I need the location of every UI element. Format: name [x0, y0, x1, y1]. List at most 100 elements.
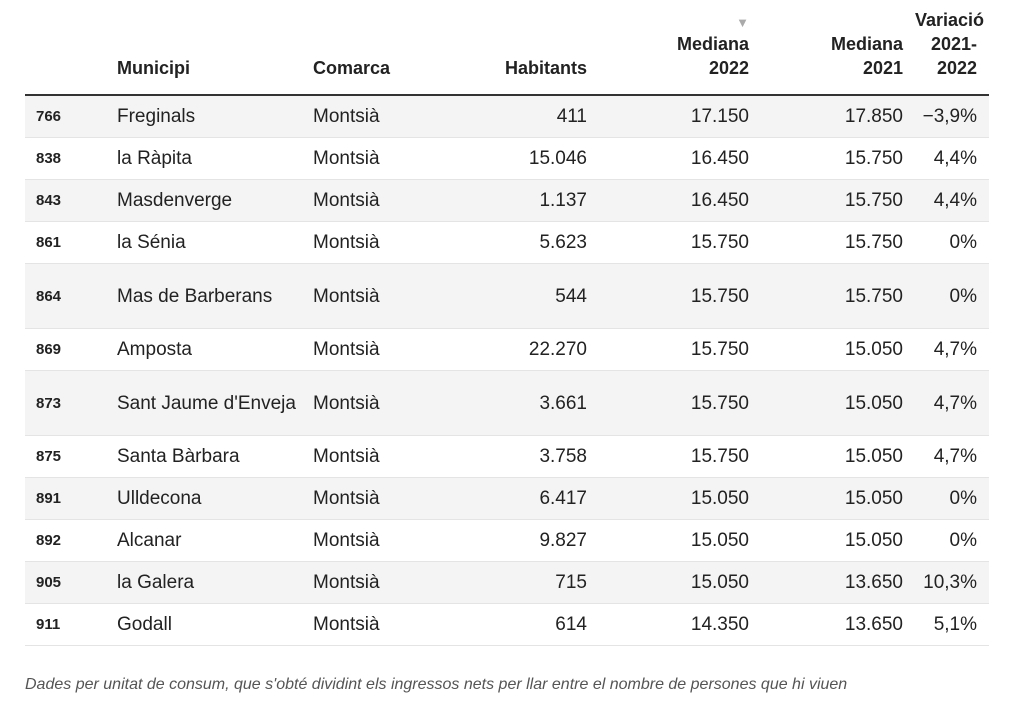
- table-row: 875 Santa Bàrbara Montsià 3.758 15.750 15.050…: [25, 435, 989, 478]
- cell-comarca: Montsià: [313, 190, 380, 211]
- header-mediana-2021[interactable]: Mediana 2021: [761, 0, 915, 95]
- cell-habitants: 15.046: [528, 148, 587, 169]
- cell-variacio: 10,3%: [923, 572, 977, 593]
- cell-municipi: Sant Jaume d'Enveja: [117, 392, 296, 414]
- cell-rank: 911: [36, 616, 61, 633]
- table-row: 873 Sant Jaume d'Enveja Montsià 3.661 15.750…: [25, 370, 989, 436]
- cell-comarca: Montsià: [313, 392, 380, 414]
- cell-municipi: Alcanar: [117, 530, 182, 551]
- cell-mediana-2022: 15.750: [690, 339, 749, 360]
- cell-habitants: 5.623: [539, 232, 587, 253]
- cell-habitants: 9.827: [539, 530, 587, 551]
- table-row: 843 Masdenverge Montsià 1.137 16.450 15.750 4,…: [25, 179, 989, 222]
- cell-comarca: Montsià: [313, 530, 380, 551]
- header-row: Municipi Comarca Habitants ▼ Mediana 202…: [25, 0, 989, 95]
- cell-mediana-2021: 13.650: [844, 572, 903, 593]
- cell-mediana-2022: 15.750: [690, 392, 749, 414]
- cell-rank: 869: [36, 341, 62, 358]
- cell-municipi: Santa Bàrbara: [117, 446, 240, 467]
- cell-mediana-2021: 15.050: [844, 488, 903, 509]
- cell-rank: 891: [36, 490, 62, 507]
- header-habitants[interactable]: Habitants: [504, 58, 587, 78]
- cell-mediana-2022: 15.750: [690, 232, 749, 253]
- cell-municipi: Masdenverge: [117, 190, 233, 211]
- cell-municipi: Mas de Barberans: [117, 285, 273, 307]
- cell-mediana-2022: 15.750: [690, 285, 749, 307]
- cell-mediana-2022: 15.050: [690, 572, 749, 593]
- header-variacio-line2: 2021-: [930, 34, 977, 54]
- table-body: 766 Freginals Montsià 411 17.150 17.850 −3,9% 8…: [25, 95, 989, 646]
- cell-mediana-2021: 15.050: [844, 530, 903, 551]
- cell-mediana-2022: 17.150: [690, 106, 749, 127]
- cell-municipi: Freginals: [117, 106, 196, 127]
- cell-rank: 766: [36, 108, 62, 125]
- cell-rank: 843: [36, 192, 62, 209]
- income-table: Municipi Comarca Habitants ▼ Mediana 202…: [25, 0, 989, 646]
- cell-variacio: 0%: [949, 232, 977, 253]
- cell-habitants: 6.417: [539, 488, 587, 509]
- cell-comarca: Montsià: [313, 339, 380, 360]
- cell-variacio: 4,7%: [933, 339, 977, 360]
- cell-habitants: 614: [555, 614, 587, 635]
- header-variacio-line3: 2022: [936, 58, 977, 78]
- cell-habitants: 22.270: [528, 339, 587, 360]
- header-municipi[interactable]: Municipi: [117, 58, 190, 78]
- cell-municipi: la Sénia: [117, 232, 186, 253]
- cell-municipi: Ulldecona: [117, 488, 202, 509]
- cell-habitants: 1.137: [539, 190, 587, 211]
- cell-mediana-2022: 15.750: [690, 446, 749, 467]
- cell-variacio: 0%: [949, 285, 977, 307]
- table-row: 891 Ulldecona Montsià 6.417 15.050 15.050 0%: [25, 477, 989, 520]
- cell-municipi: la Galera: [117, 572, 195, 593]
- cell-comarca: Montsià: [313, 148, 380, 169]
- table-row: 861 la Sénia Montsià 5.623 15.750 15.750 0%: [25, 221, 989, 264]
- cell-mediana-2021: 15.750: [844, 148, 903, 169]
- table-row: 766 Freginals Montsià 411 17.150 17.850 −3,9%: [25, 95, 989, 138]
- cell-mediana-2022: 15.050: [690, 488, 749, 509]
- cell-mediana-2022: 14.350: [690, 614, 749, 635]
- cell-rank: 838: [36, 150, 62, 167]
- cell-variacio: 4,4%: [933, 190, 977, 211]
- cell-habitants: 715: [555, 572, 587, 593]
- cell-mediana-2021: 15.750: [844, 190, 903, 211]
- cell-municipi: Godall: [117, 614, 172, 635]
- cell-variacio: −3,9%: [922, 106, 977, 127]
- cell-mediana-2021: 15.050: [844, 339, 903, 360]
- footnote: Dades per unitat de consum, que s'obté d…: [25, 676, 848, 693]
- header-mediana-2022[interactable]: ▼ Mediana 2022: [599, 0, 761, 95]
- table-row: 911 Godall Montsià 614 14.350 13.650 5,1%: [25, 603, 989, 646]
- cell-mediana-2022: 15.050: [690, 530, 749, 551]
- header-variacio[interactable]: Variació 2021- 2022: [915, 0, 989, 95]
- table-row: 892 Alcanar Montsià 9.827 15.050 15.050 0%: [25, 519, 989, 562]
- header-comarca[interactable]: Comarca: [313, 58, 391, 78]
- cell-mediana-2021: 13.650: [844, 614, 903, 635]
- cell-mediana-2022: 16.450: [690, 190, 749, 211]
- cell-comarca: Montsià: [313, 614, 380, 635]
- cell-municipi: la Ràpita: [117, 148, 192, 169]
- header-rank: [25, 0, 117, 95]
- cell-rank: 905: [36, 574, 62, 591]
- cell-rank: 864: [36, 287, 62, 305]
- cell-habitants: 3.661: [539, 392, 587, 414]
- table-header: Municipi Comarca Habitants ▼ Mediana 202…: [25, 0, 989, 95]
- cell-mediana-2021: 15.750: [844, 232, 903, 253]
- table-row: 864 Mas de Barberans Montsià 544 15.750 15.75…: [25, 263, 989, 329]
- cell-mediana-2021: 15.750: [844, 285, 903, 307]
- cell-mediana-2021: 17.850: [844, 106, 903, 127]
- cell-habitants: 3.758: [539, 446, 587, 467]
- cell-variacio: 4,4%: [933, 148, 977, 169]
- cell-municipi: Amposta: [117, 339, 192, 360]
- cell-variacio: 0%: [949, 530, 977, 551]
- table-row: 905 la Galera Montsià 715 15.050 13.650 10,3%: [25, 561, 989, 604]
- cell-variacio: 4,7%: [933, 392, 977, 414]
- cell-comarca: Montsià: [313, 106, 380, 127]
- cell-habitants: 544: [555, 285, 587, 307]
- cell-variacio: 0%: [949, 488, 977, 509]
- cell-habitants: 411: [556, 106, 587, 127]
- table-row: 869 Amposta Montsià 22.270 15.750 15.050 4,7%: [25, 328, 989, 371]
- cell-mediana-2021: 15.050: [844, 392, 903, 414]
- cell-comarca: Montsià: [313, 232, 380, 253]
- cell-comarca: Montsià: [313, 285, 380, 307]
- cell-mediana-2022: 16.450: [690, 148, 749, 169]
- cell-rank: 892: [36, 532, 62, 549]
